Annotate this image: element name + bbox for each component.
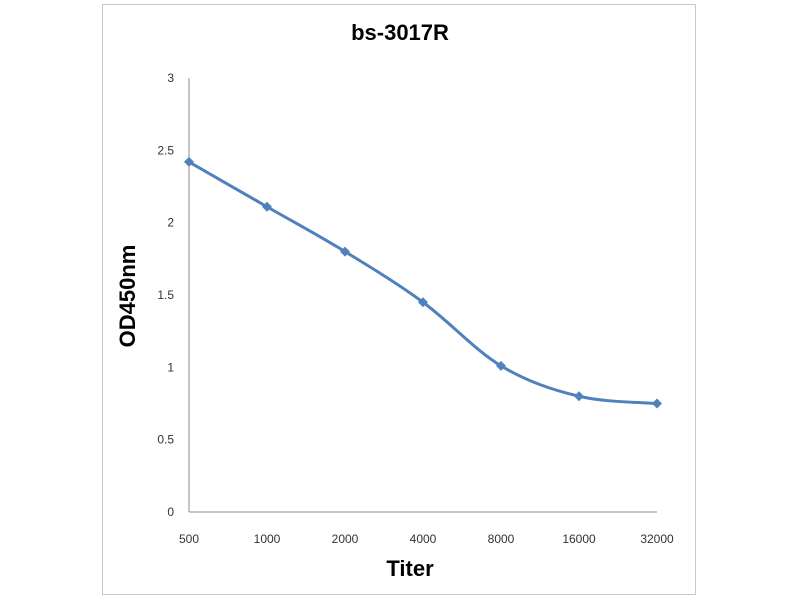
y-tick-label: 0	[167, 505, 174, 519]
x-tick-label: 4000	[410, 532, 437, 546]
data-markers	[184, 156, 662, 409]
y-axis-label: OD450nm	[115, 245, 140, 348]
series-line	[188, 160, 658, 405]
x-tick-labels: 500 1000 2000 4000 8000 16000 32000	[179, 532, 674, 546]
x-tick-label: 1000	[254, 532, 281, 546]
data-point	[184, 156, 194, 167]
chart-frame	[102, 4, 696, 595]
data-point	[262, 201, 272, 212]
x-tick-label: 500	[179, 532, 199, 546]
x-tick-label: 16000	[562, 532, 596, 546]
data-point	[574, 391, 584, 402]
y-tick-label: 0.5	[157, 433, 174, 447]
y-tick-label: 1	[167, 360, 174, 374]
x-tick-label: 2000	[332, 532, 359, 546]
x-axis-label: Titer	[386, 556, 434, 581]
x-tick-label: 32000	[640, 532, 674, 546]
data-point	[496, 360, 506, 371]
y-tick-labels: 0 0.5 1 1.5 2 2.5 3	[157, 71, 174, 519]
x-tick-label: 8000	[488, 532, 515, 546]
y-tick-label: 1.5	[157, 288, 174, 302]
data-point	[340, 246, 350, 257]
data-point	[652, 398, 662, 409]
y-tick-label: 2.5	[157, 143, 174, 157]
y-tick-label: 2	[167, 216, 174, 230]
y-tick-label: 3	[167, 71, 174, 85]
chart-title: bs-3017R	[351, 20, 449, 45]
data-point	[418, 297, 428, 308]
